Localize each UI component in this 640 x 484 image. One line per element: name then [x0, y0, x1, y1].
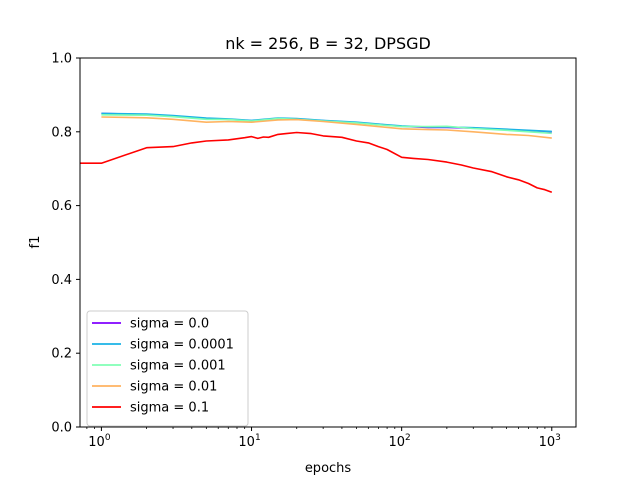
plot-frame — [79, 57, 577, 428]
series-line-4 — [80, 131, 553, 194]
legend-label-1: sigma = 0.0001 — [130, 338, 234, 353]
series-line-2 — [101, 114, 552, 135]
legend: sigma = 0.0 sigma = 0.0001 sigma = 0.001 si… — [86, 310, 249, 427]
legend-box — [86, 310, 249, 427]
y-tick-label: 0.8 — [51, 125, 72, 140]
x-tick-label: 103 — [539, 433, 561, 450]
legend-label-3: sigma = 0.01 — [130, 380, 217, 395]
x-axis-label: epochs — [305, 461, 352, 476]
x-tick-label: 100 — [88, 433, 111, 450]
x-tick-label: 102 — [389, 433, 411, 450]
chart-title: nk = 256, B = 32, DPSGD — [225, 34, 431, 53]
y-tick-label: 0.6 — [51, 199, 72, 214]
y-tick-label: 0.0 — [51, 421, 72, 436]
y-axis-label: f1 — [28, 236, 43, 249]
legend-label-2: sigma = 0.001 — [130, 359, 226, 374]
legend-label-4: sigma = 0.1 — [130, 401, 209, 416]
y-tick-label: 1.0 — [51, 52, 72, 67]
y-tick-label: 0.2 — [51, 347, 72, 362]
x-tick-label: 101 — [238, 433, 260, 450]
series-line-3 — [101, 116, 552, 139]
y-tick-label: 0.4 — [51, 273, 72, 288]
legend-label-0: sigma = 0.0 — [130, 317, 209, 332]
